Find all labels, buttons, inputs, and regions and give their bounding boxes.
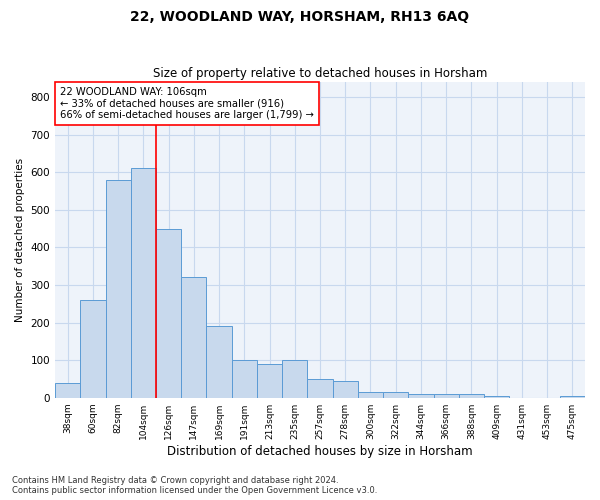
Text: 22, WOODLAND WAY, HORSHAM, RH13 6AQ: 22, WOODLAND WAY, HORSHAM, RH13 6AQ xyxy=(130,10,470,24)
Text: Contains HM Land Registry data © Crown copyright and database right 2024.
Contai: Contains HM Land Registry data © Crown c… xyxy=(12,476,377,495)
Bar xyxy=(307,379,332,398)
Bar xyxy=(434,394,459,398)
Bar xyxy=(206,326,232,398)
Bar xyxy=(106,180,131,398)
Bar xyxy=(55,382,80,398)
Bar xyxy=(257,364,282,398)
Bar xyxy=(560,396,585,398)
Text: 22 WOODLAND WAY: 106sqm
← 33% of detached houses are smaller (916)
66% of semi-d: 22 WOODLAND WAY: 106sqm ← 33% of detache… xyxy=(61,87,314,120)
Y-axis label: Number of detached properties: Number of detached properties xyxy=(15,158,25,322)
Bar xyxy=(459,394,484,398)
X-axis label: Distribution of detached houses by size in Horsham: Distribution of detached houses by size … xyxy=(167,444,473,458)
Bar xyxy=(232,360,257,398)
Bar xyxy=(383,392,409,398)
Bar xyxy=(156,228,181,398)
Bar xyxy=(484,396,509,398)
Bar xyxy=(409,394,434,398)
Bar xyxy=(282,360,307,398)
Bar xyxy=(181,278,206,398)
Bar xyxy=(358,392,383,398)
Bar xyxy=(131,168,156,398)
Bar xyxy=(80,300,106,398)
Title: Size of property relative to detached houses in Horsham: Size of property relative to detached ho… xyxy=(153,66,487,80)
Bar xyxy=(332,381,358,398)
